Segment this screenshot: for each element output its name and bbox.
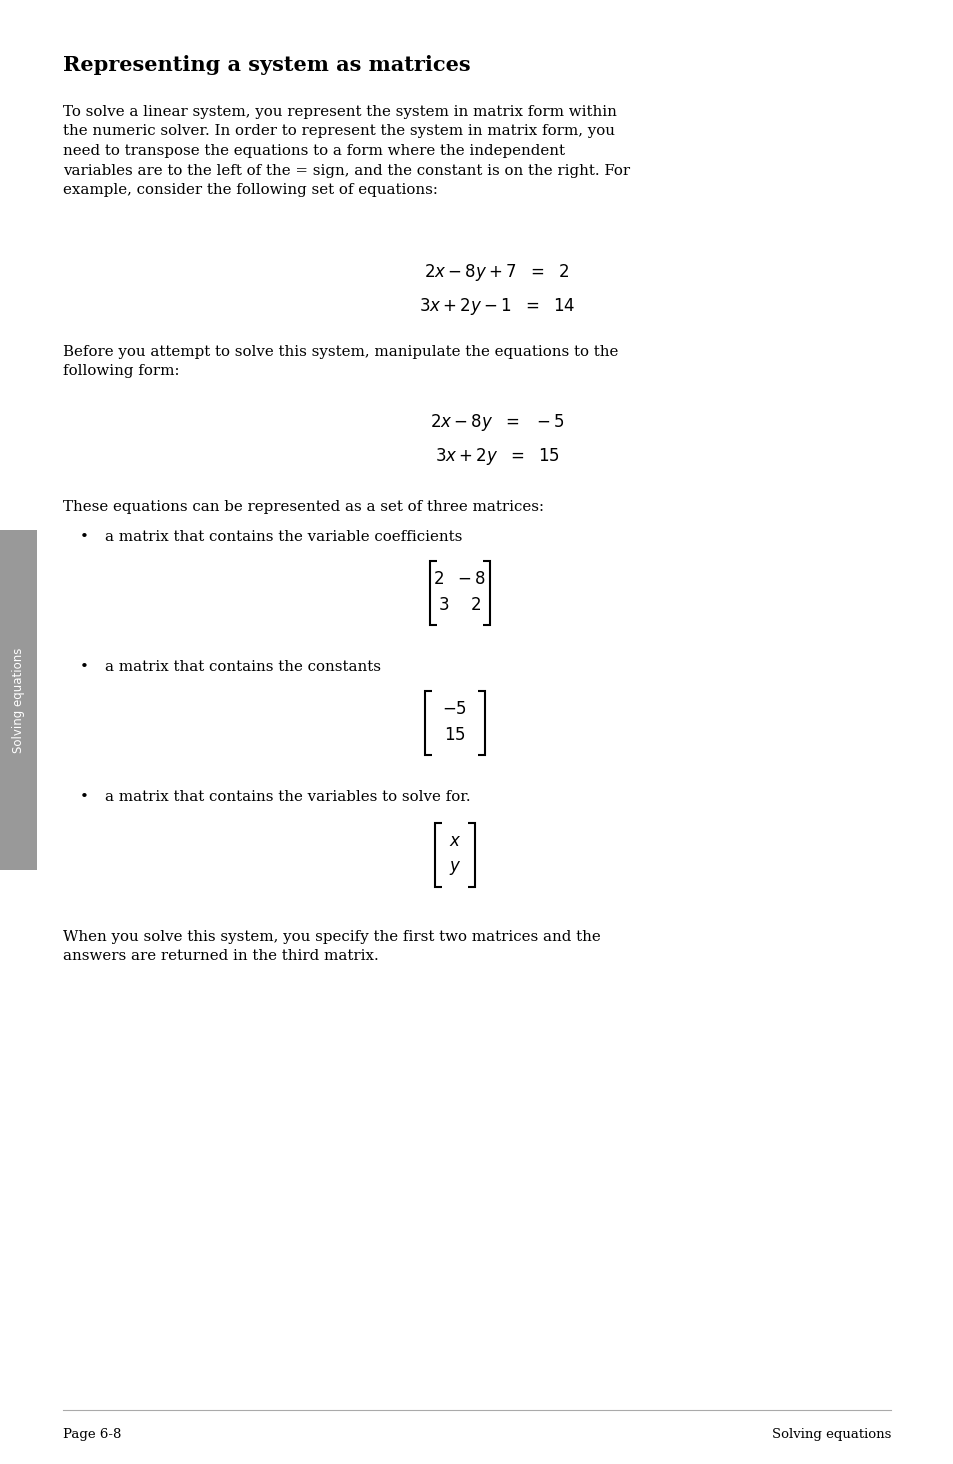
Text: $3 \ \ \ \ 2$: $3 \ \ \ \ 2$ xyxy=(438,597,481,613)
Text: $3x + 2y - 1 \ \ = \ \ 14$: $3x + 2y - 1 \ \ = \ \ 14$ xyxy=(418,296,575,318)
Text: Solving equations: Solving equations xyxy=(771,1427,890,1441)
Text: $2x - 8y + 7 \ \ = \ \ 2$: $2x - 8y + 7 \ \ = \ \ 2$ xyxy=(424,262,569,283)
Text: Solving equations: Solving equations xyxy=(12,647,25,752)
Text: •: • xyxy=(80,791,89,804)
Text: $-5$: $-5$ xyxy=(442,701,467,717)
Text: Page 6-8: Page 6-8 xyxy=(63,1427,121,1441)
Text: Representing a system as matrices: Representing a system as matrices xyxy=(63,56,470,75)
Bar xyxy=(0,530,37,870)
Text: $y$: $y$ xyxy=(448,859,460,877)
Text: a matrix that contains the constants: a matrix that contains the constants xyxy=(105,660,380,673)
Text: $2 \ \ -8$: $2 \ \ -8$ xyxy=(433,571,486,589)
Text: •: • xyxy=(80,660,89,673)
Text: To solve a linear system, you represent the system in matrix form within
the num: To solve a linear system, you represent … xyxy=(63,105,630,198)
Text: These equations can be represented as a set of three matrices:: These equations can be represented as a … xyxy=(63,501,543,514)
Text: $3x + 2y \ \ = \ \ 15$: $3x + 2y \ \ = \ \ 15$ xyxy=(435,447,558,467)
Text: •: • xyxy=(80,530,89,545)
Text: When you solve this system, you specify the first two matrices and the
answers a: When you solve this system, you specify … xyxy=(63,930,600,963)
Text: $x$: $x$ xyxy=(448,833,460,851)
Text: $15$: $15$ xyxy=(444,728,465,744)
Text: Before you attempt to solve this system, manipulate the equations to the
followi: Before you attempt to solve this system,… xyxy=(63,346,618,379)
Text: a matrix that contains the variable coefficients: a matrix that contains the variable coef… xyxy=(105,530,462,545)
Text: $2x - 8y \ \ = \ \ -5$: $2x - 8y \ \ = \ \ -5$ xyxy=(429,411,564,433)
Text: a matrix that contains the variables to solve for.: a matrix that contains the variables to … xyxy=(105,791,470,804)
